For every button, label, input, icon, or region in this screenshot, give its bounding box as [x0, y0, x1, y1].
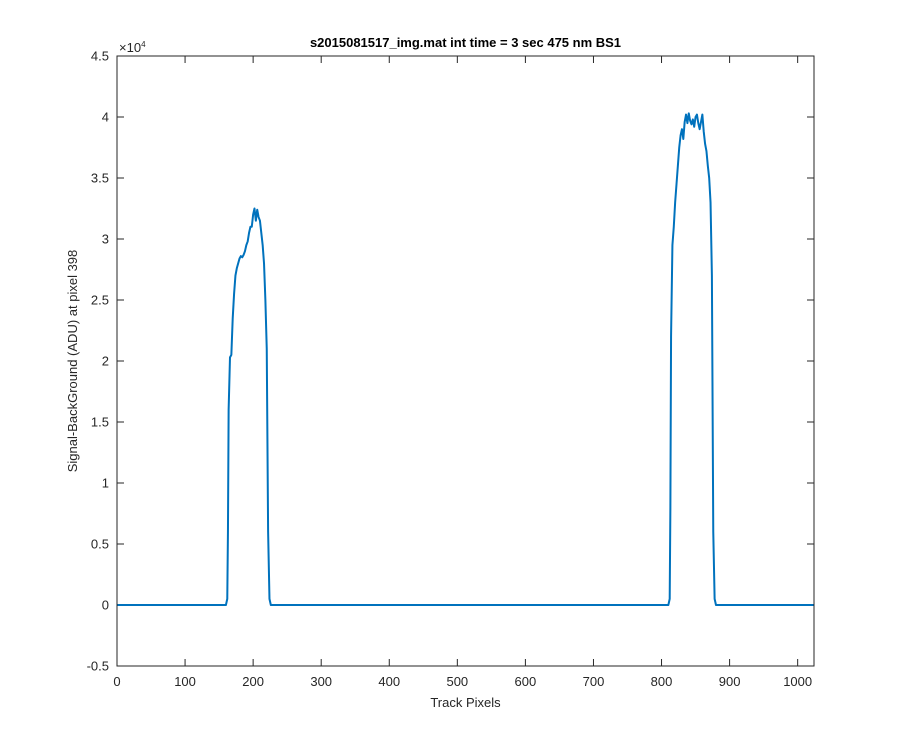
plot-area — [117, 56, 814, 666]
y-axis-label: Signal-BackGround (ADU) at pixel 398 — [65, 250, 80, 473]
series-line — [117, 112, 814, 606]
y-exponent-power: 4 — [141, 40, 146, 49]
x-tick-label: 0 — [113, 674, 120, 689]
x-tick-label: 100 — [174, 674, 196, 689]
y-tick-label: 3.5 — [91, 171, 109, 186]
y-tick-label: 4 — [102, 110, 109, 125]
x-axis-label: Track Pixels — [430, 695, 501, 710]
x-tick-label: 1000 — [783, 674, 812, 689]
x-tick-label: 500 — [446, 674, 468, 689]
x-tick-label: 900 — [719, 674, 741, 689]
plot-frame — [116, 55, 815, 667]
chart-title: s2015081517_img.mat int time = 3 sec 475… — [310, 35, 621, 50]
x-axis-ticks: 0 100 200 300 400 500 600 700 800 900 1000 — [113, 56, 812, 689]
y-tick-label: 1.5 — [91, 415, 109, 430]
x-tick-label: 400 — [378, 674, 400, 689]
y-tick-label: 3 — [102, 232, 109, 247]
y-tick-label: 2 — [102, 354, 109, 369]
y-axis-ticks: -0.5 0 0.5 1 1.5 2 2.5 3 3.5 4 4.5 — [87, 49, 814, 674]
y-tick-label: 2.5 — [91, 293, 109, 308]
x-tick-label: 800 — [651, 674, 673, 689]
x-tick-label: 300 — [310, 674, 332, 689]
x-tick-label: 700 — [583, 674, 605, 689]
y-tick-label: 0 — [102, 598, 109, 613]
y-tick-label: 0.5 — [91, 537, 109, 552]
y-tick-label: 1 — [102, 476, 109, 491]
y-tick-label: -0.5 — [87, 659, 109, 674]
y-exponent-label: ×104 — [119, 40, 146, 55]
x-tick-label: 200 — [242, 674, 264, 689]
x-tick-label: 600 — [515, 674, 537, 689]
y-tick-label: 4.5 — [91, 49, 109, 64]
